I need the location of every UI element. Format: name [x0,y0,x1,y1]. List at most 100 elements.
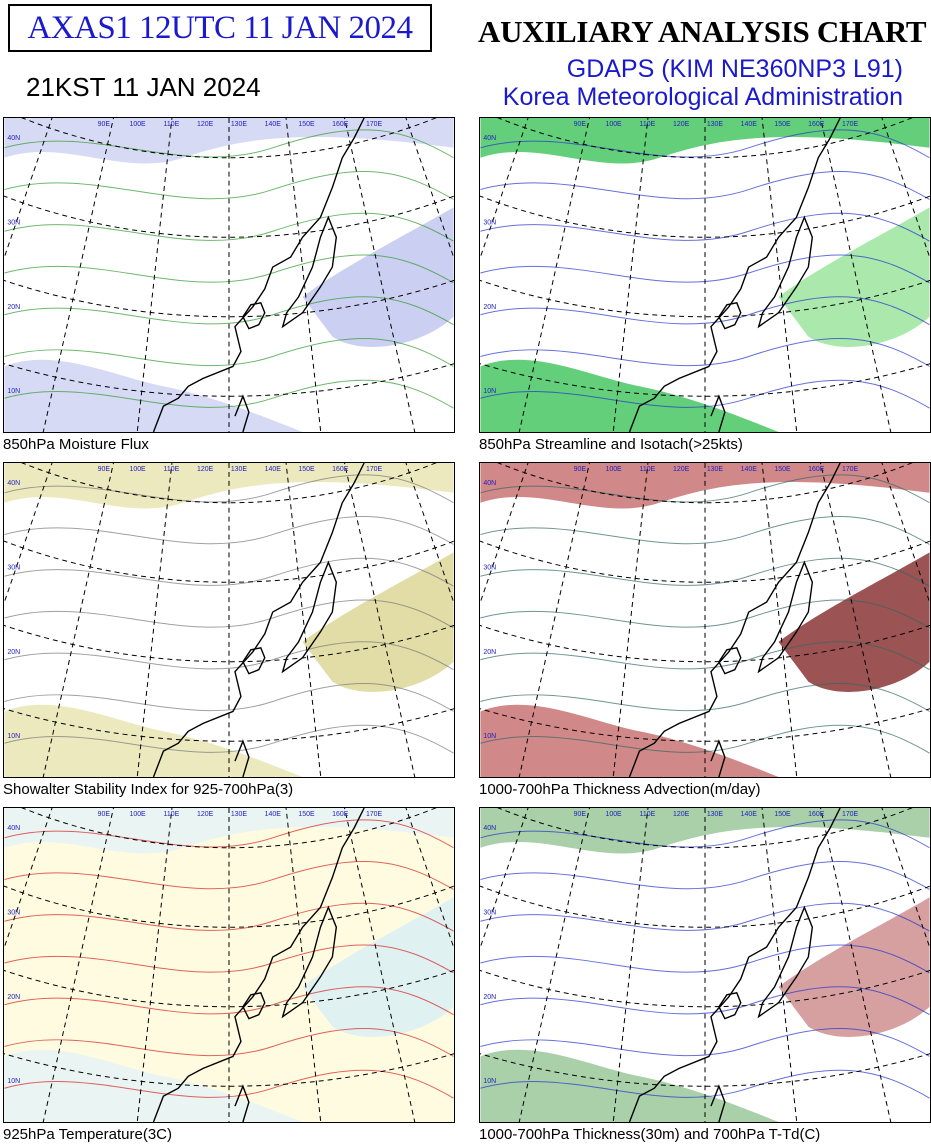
lon-label: 100E [605,121,622,128]
isoline [4,516,454,545]
lon-label: 170E [366,811,383,818]
coastline [152,463,365,777]
lon-label: 140E [741,466,758,473]
isoline [480,986,930,1016]
lon-label: 130E [707,121,724,128]
isoline [4,902,454,932]
coastline [152,118,365,432]
lon-label: 120E [197,121,214,128]
isoline [480,557,930,587]
lon-label: 150E [774,811,791,818]
lat-label: 10N [483,1078,496,1085]
meridian [761,463,798,777]
field-shading [778,897,930,1037]
isoline [4,724,454,754]
lat-label: 30N [7,909,20,916]
lon-label: 160E [332,466,349,473]
lon-label: 150E [298,121,315,128]
isoline [4,171,454,200]
isoline [4,986,454,1016]
map-panel: 90E 100E 110E 120E 130E 140E 150E 160E 170E 40N 30… [3,462,455,778]
lat-label: 20N [483,994,496,1001]
isoline [4,254,454,284]
isoline [480,516,930,545]
map-panel: 90E 100E 110E 120E 130E 140E 150E 160E 170E 40N 30… [479,807,931,1123]
isoline [480,641,930,671]
product-id: AXAS1 12UTC 11 JAN 2024 [8,4,432,52]
panel-caption: 1000-700hPa Thickness(30m) and 700hPa T-… [479,1126,821,1143]
lon-label: 160E [808,811,825,818]
isoline [4,599,454,629]
field-shading [302,552,454,692]
field-shading [302,207,454,347]
lon-label: 100E [605,811,622,818]
isoline [480,861,930,890]
lon-label: 130E [707,466,724,473]
map: 90E 100E 110E 120E 130E 140E 150E 160E 170E 40N 30… [4,118,454,432]
meridian [42,463,114,777]
lon-label: 140E [741,121,758,128]
lat-label: 10N [7,1078,20,1085]
isoline [4,379,454,409]
lat-label: 10N [483,388,496,395]
lon-label: 130E [231,811,248,818]
lat-label: 20N [7,304,20,311]
lon-label: 90E [98,121,111,128]
lat-label: 40N [7,825,20,832]
isoline [480,254,930,284]
lat-label: 40N [7,480,20,487]
field-shading [480,1049,779,1122]
isoline [480,129,930,159]
isoline [4,819,454,849]
panel-caption: 925hPa Temperature(3C) [3,1126,172,1143]
isoline [480,474,930,504]
lon-label: 90E [574,466,587,473]
isoline [4,296,454,326]
isoline [4,944,454,974]
lat-label: 20N [7,994,20,1001]
lon-label: 170E [842,121,859,128]
lon-label: 90E [574,121,587,128]
lat-label: 20N [7,649,20,656]
meridian [285,463,322,777]
lon-label: 150E [774,121,791,128]
isoline [480,902,930,932]
field-shading [480,359,779,432]
isoline [4,474,454,504]
lat-label: 30N [483,219,496,226]
field-shading [4,359,303,432]
field-shading [778,207,930,347]
coastline [628,118,841,432]
lon-label: 110E [640,466,656,473]
meridian [761,808,798,1122]
lon-label: 110E [164,466,180,473]
isoline [480,379,930,409]
lat-label: 10N [7,733,20,740]
lon-label: 120E [673,121,690,128]
field-shading [778,552,930,692]
isoline [4,1027,454,1057]
isoline [480,819,930,849]
chart-title: AUXILIARY ANALYSIS CHART I [478,14,931,49]
lon-label: 100E [129,466,146,473]
coastline [152,808,365,1122]
lon-label: 110E [164,811,180,818]
lon-label: 100E [605,466,622,473]
lat-label: 40N [483,135,496,142]
map: 90E 100E 110E 120E 130E 140E 150E 160E 170E 40N 30… [480,118,930,432]
lon-label: 140E [265,466,282,473]
lon-label: 160E [808,121,825,128]
lat-label: 30N [483,564,496,571]
isoline [4,1069,454,1099]
lat-label: 10N [483,733,496,740]
lat-label: 30N [7,219,20,226]
lon-label: 120E [673,466,690,473]
meridian [285,118,322,432]
lon-label: 120E [197,466,214,473]
lat-label: 20N [483,304,496,311]
map: 90E 100E 110E 120E 130E 140E 150E 160E 170E 40N 30… [480,808,930,1122]
isoline [480,682,930,712]
isoline [480,296,930,326]
lon-label: 110E [640,811,656,818]
